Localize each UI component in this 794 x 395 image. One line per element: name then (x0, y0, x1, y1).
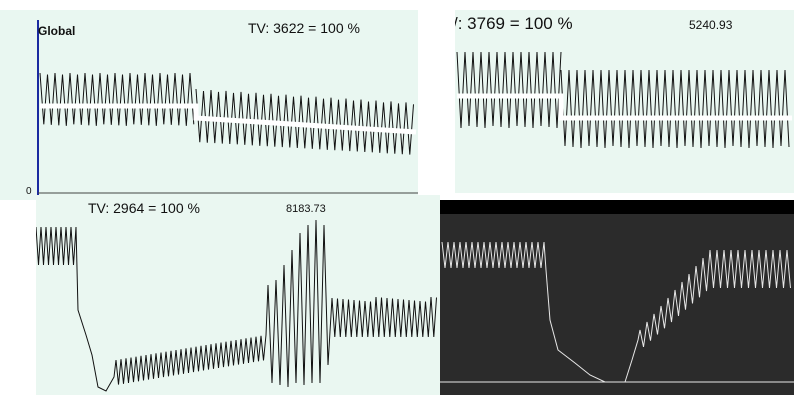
bottom-right-dark-trace-panel (440, 200, 794, 395)
tv-label: /: 3769 = 100 % (455, 14, 573, 33)
top-left-trace-panel: Global TV: 3622 = 100 % 0 (0, 10, 418, 200)
waveform-trace (456, 51, 790, 149)
value-readout: 5240.93 (689, 18, 733, 32)
panel-title: Global (38, 24, 76, 38)
bottom-left-trace-svg (36, 219, 437, 392)
waveform-trace (441, 241, 791, 383)
baseline-band (40, 103, 417, 135)
top-left-trace-svg (37, 20, 418, 195)
bottom-left-trace-panel: TV: 2964 = 100 % 8183.73 (36, 195, 440, 395)
top-right-trace-svg (456, 51, 792, 149)
waveform-trace (39, 72, 414, 155)
top-right-trace-panel: /: 3769 = 100 % 5240.93 (455, 10, 794, 193)
axis-zero-label: 0 (26, 186, 32, 197)
tv-label: TV: 2964 = 100 % (88, 200, 200, 216)
waveform-trace (36, 219, 437, 392)
tv-label: TV: 3622 = 100 % (248, 20, 360, 36)
value-readout: 8183.73 (286, 203, 326, 215)
top-strip (440, 200, 794, 214)
baseline-band (457, 93, 792, 121)
bottom-right-trace-svg (440, 200, 794, 383)
